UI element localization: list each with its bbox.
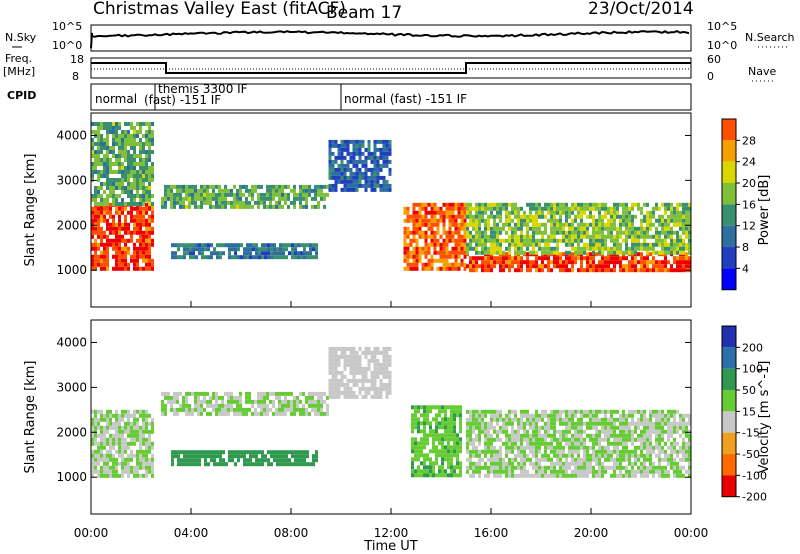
velocity-colorbar-tick: -15 <box>742 427 760 440</box>
heatmap-region-2 <box>91 122 154 206</box>
power-colorbar-segment <box>722 140 736 162</box>
cpid-panel: CPID normal themis 3300 IF (fast) -151 I… <box>7 82 692 111</box>
velocity-ytick-label: 1000 <box>56 470 87 484</box>
velocity-ytick-label: 3000 <box>56 380 87 394</box>
velocity-colorbar-tick: 100 <box>742 363 763 376</box>
cpid-segment-2-line1: themis 3300 IF <box>158 82 248 96</box>
heatmap-region-6 <box>403 202 467 271</box>
power-colorbar-segment <box>722 268 736 290</box>
power-colorbar-tick: 24 <box>742 156 756 169</box>
nsearch-tick-bottom: 10^0 <box>707 39 737 52</box>
time-axis: 00:00 04:00 08:00 12:00 16:00 20:00 00:00 <box>74 301 709 540</box>
freq-label: Freq. <box>5 52 32 65</box>
nave-label: Nave <box>748 65 776 78</box>
power-colorbar-segment <box>722 183 736 205</box>
xtick-label: 12:00 <box>374 526 409 540</box>
nave-tick-top: 60 <box>707 53 721 66</box>
power-colorbar-segment <box>722 247 736 269</box>
heatmap-region-4 <box>328 346 392 399</box>
xtick-label: 04:00 <box>174 526 209 540</box>
heatmap-region-1 <box>91 202 154 271</box>
nsky-series-line <box>90 30 690 49</box>
velocity-colorbar-segment <box>722 347 736 369</box>
power-panel: 1000 2000 3000 4000 Slant Range [km] 4 8 12 16… <box>23 112 772 308</box>
freq-tick-bottom: 8 <box>72 70 79 83</box>
heatmap-region-4 <box>171 243 318 260</box>
power-colorbar-segment <box>722 225 736 248</box>
velocity-ylabel: Slant Range [km] <box>23 361 38 474</box>
nsearch-tick-top: 10^5 <box>707 20 737 33</box>
beam-label: Beam 17 <box>326 3 402 23</box>
heatmap-region-8 <box>466 202 691 255</box>
xaxis-label: Time UT <box>363 539 417 554</box>
velocity-colorbar-tick: 200 <box>742 341 763 354</box>
velocity-colorbar-tick: -50 <box>742 448 760 461</box>
velocity-ytick-label: 2000 <box>56 425 87 439</box>
xtick-label: 00:00 <box>674 526 709 540</box>
velocity-colorbar: 200 100 50 15 -15 -50 -100 -200 <box>721 325 767 504</box>
xtick-label: 16:00 <box>474 526 509 540</box>
freq-unit-label: [MHz] <box>3 65 35 78</box>
heatmap-region-1 <box>91 409 154 478</box>
power-colorbar-segment <box>722 161 736 184</box>
xtick-label: 20:00 <box>574 526 609 540</box>
power-colorbar-segment <box>722 119 736 141</box>
velocity-colorbar-tick: 15 <box>742 405 756 418</box>
heatmap-region-3 <box>161 184 329 209</box>
power-ytick-label: 3000 <box>56 173 87 187</box>
velocity-colorbar-segment <box>722 326 736 348</box>
power-colorbar-tick: 12 <box>742 220 756 233</box>
freq-panel: Freq. [MHz] 18 8 60 0 Nave <box>3 52 776 83</box>
heatmap-region-3 <box>171 450 318 467</box>
velocity-colorbar-segment <box>722 368 736 391</box>
velocity-colorbar-segment <box>722 475 736 497</box>
heatmap-region-6 <box>466 409 691 478</box>
power-colorbar-tick: 8 <box>742 241 749 254</box>
velocity-colorbar-segment <box>722 454 736 476</box>
cpid-segment-3: normal (fast) -151 IF <box>344 92 467 106</box>
power-colorbar-segment <box>722 204 736 226</box>
cpid-segment-1: normal <box>95 92 137 106</box>
power-colorbar-tick: 16 <box>742 198 756 211</box>
sky-panel: N.Sky 10^5 10^0 10^5 10^0 N.Search <box>5 20 795 52</box>
velocity-colorbar-tick: 50 <box>742 384 756 397</box>
velocity-colorbar-label: Velocity [m s^-1] <box>757 361 772 474</box>
date-label: 23/Oct/2014 <box>588 0 694 19</box>
velocity-colorbar-segment <box>722 411 736 433</box>
freq-tick-top: 18 <box>70 53 84 66</box>
power-heatmap <box>91 122 691 273</box>
velocity-ytick-label: 4000 <box>56 335 87 349</box>
velocity-colorbar-tick: -200 <box>742 491 767 504</box>
nsky-tick-bottom: 10^0 <box>52 39 82 52</box>
power-colorbar-tick: 28 <box>742 134 756 147</box>
nsearch-label: N.Search <box>745 31 795 44</box>
power-colorbar-tick: 20 <box>742 177 756 190</box>
power-colorbar: 4 8 12 16 20 24 28 <box>721 118 756 291</box>
xtick-label: 08:00 <box>274 526 309 540</box>
freq-series-line <box>91 62 691 74</box>
heatmap-region-2 <box>161 391 329 416</box>
nsky-tick-top: 10^5 <box>52 20 82 33</box>
power-colorbar-label: Power [dB] <box>757 175 772 246</box>
velocity-heatmap <box>91 346 691 478</box>
nsky-label: N.Sky <box>5 31 37 44</box>
plot-title: Christmas Valley East (fitACF) <box>93 0 346 19</box>
velocity-panel: 1000 2000 3000 4000 Slant Range [km] 200 100… <box>23 319 772 515</box>
power-ytick-label: 2000 <box>56 218 87 232</box>
power-ytick-label: 1000 <box>56 263 87 277</box>
velocity-colorbar-tick: -100 <box>742 469 767 482</box>
heatmap-region-5 <box>411 405 462 478</box>
velocity-colorbar-segment <box>722 432 736 455</box>
nave-tick-bottom: 0 <box>707 70 714 83</box>
power-ytick-label: 4000 <box>56 128 87 142</box>
xtick-label: 00:00 <box>74 526 109 540</box>
velocity-colorbar-segment <box>722 390 736 412</box>
power-ylabel: Slant Range [km] <box>23 154 38 267</box>
heatmap-region-5 <box>328 139 392 192</box>
power-colorbar-tick: 4 <box>742 262 749 275</box>
cpid-segment-2-line2: (fast) -151 IF <box>144 93 221 107</box>
cpid-label: CPID <box>7 89 36 102</box>
